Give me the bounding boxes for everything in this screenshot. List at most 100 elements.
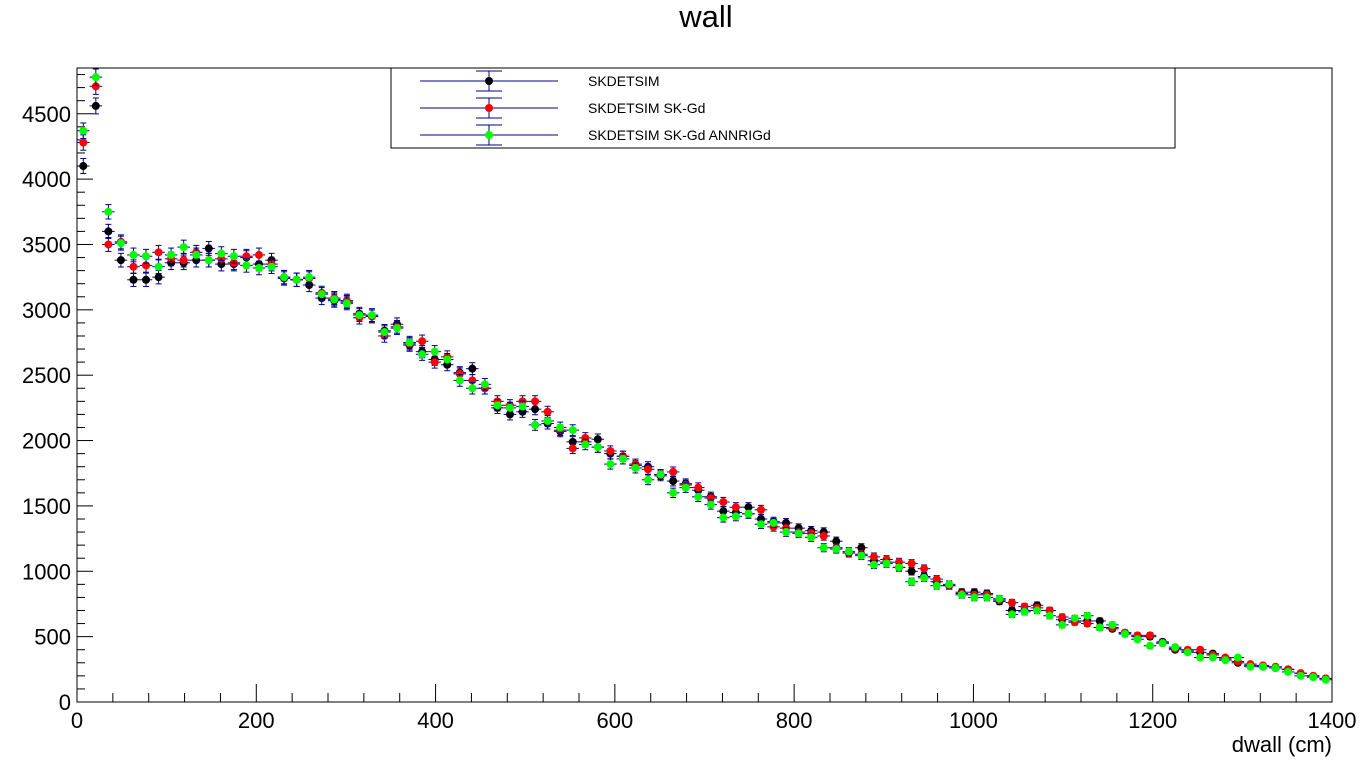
data-point — [581, 433, 590, 442]
data-point — [380, 328, 389, 337]
data-point — [330, 295, 339, 304]
data-point — [794, 529, 803, 538]
data-point — [342, 299, 351, 308]
x-tick-label: 1200 — [1128, 708, 1177, 733]
data-point — [907, 577, 916, 586]
data-point — [79, 162, 88, 171]
data-point — [418, 350, 427, 359]
x-tick-label: 800 — [776, 708, 813, 733]
data-point — [405, 338, 414, 347]
data-point — [129, 262, 138, 271]
data-point — [706, 500, 715, 509]
data-point — [229, 252, 238, 261]
data-point — [1171, 643, 1180, 652]
y-tick-label: 1000 — [22, 559, 71, 584]
data-point — [505, 410, 514, 419]
data-point — [756, 505, 765, 514]
data-point — [1133, 635, 1142, 644]
data-point — [782, 528, 791, 537]
data-point — [455, 369, 464, 378]
data-point — [1108, 620, 1117, 629]
x-tick-label: 1000 — [949, 708, 998, 733]
data-point — [1070, 614, 1079, 623]
data-point — [267, 262, 276, 271]
data-point — [882, 559, 891, 568]
data-point — [869, 560, 878, 569]
data-point — [1083, 619, 1092, 628]
data-point — [1033, 606, 1042, 615]
data-point — [568, 437, 577, 446]
y-tick-label: 3000 — [22, 298, 71, 323]
y-tick-label: 4500 — [22, 102, 71, 127]
data-point — [807, 533, 816, 542]
x-tick-label: 0 — [71, 708, 83, 733]
data-point — [1020, 607, 1029, 616]
x-tick-label: 600 — [596, 708, 633, 733]
data-points — [77, 68, 1332, 684]
data-point — [1083, 611, 1092, 620]
data-point — [869, 552, 878, 561]
data-point — [254, 264, 263, 273]
data-point — [1058, 620, 1067, 629]
data-point — [1196, 645, 1205, 654]
data-point — [945, 580, 954, 589]
data-point — [719, 513, 728, 522]
data-point — [204, 256, 213, 265]
data-point — [91, 73, 100, 82]
data-point — [832, 545, 841, 554]
data-point — [468, 364, 477, 373]
data-point — [1221, 656, 1230, 665]
data-point — [1284, 667, 1293, 676]
data-point — [1183, 648, 1192, 657]
legend-label: SKDETSIM SK-Gd ANNRIGd — [588, 127, 771, 143]
data-point — [455, 376, 464, 385]
data-point — [644, 475, 653, 484]
data-point — [317, 290, 326, 299]
data-point — [731, 503, 740, 512]
data-point — [920, 573, 929, 582]
data-point — [129, 275, 138, 284]
data-point — [167, 250, 176, 259]
data-point — [907, 567, 916, 576]
data-point — [593, 443, 602, 452]
data-point — [104, 240, 113, 249]
series-2 — [77, 77, 1332, 683]
data-point — [1271, 664, 1280, 673]
x-axis: 0 200 400 600 800 1000 1200 1400 — [71, 684, 1357, 733]
x-tick-label: 400 — [417, 708, 454, 733]
data-point — [1208, 653, 1217, 662]
data-point — [91, 101, 100, 110]
y-tick-label: 4000 — [22, 167, 71, 192]
data-point — [104, 207, 113, 216]
data-point — [116, 239, 125, 248]
legend-marker — [485, 131, 493, 139]
y-tick-label: 500 — [34, 625, 71, 650]
data-point — [79, 138, 88, 147]
data-point — [581, 440, 590, 449]
data-point — [694, 492, 703, 501]
legend-marker — [485, 104, 493, 112]
data-point — [1095, 623, 1104, 632]
data-point — [857, 543, 866, 552]
data-point — [468, 384, 477, 393]
data-point — [606, 460, 615, 469]
data-point — [367, 311, 376, 320]
data-point — [1120, 630, 1129, 639]
data-point — [79, 126, 88, 135]
data-point — [669, 488, 678, 497]
data-point — [518, 402, 527, 411]
data-point — [430, 358, 439, 367]
legend-label: SKDETSIM SK-Gd — [588, 100, 705, 116]
y-tick-label: 0 — [59, 690, 71, 715]
data-point — [568, 426, 577, 435]
data-point — [430, 347, 439, 356]
x-tick-label: 1400 — [1308, 708, 1357, 733]
data-point — [982, 593, 991, 602]
data-point — [1321, 675, 1330, 684]
data-point — [104, 227, 113, 236]
data-point — [543, 407, 552, 416]
data-point — [606, 447, 615, 456]
data-point — [543, 416, 552, 425]
data-point — [1309, 673, 1318, 682]
